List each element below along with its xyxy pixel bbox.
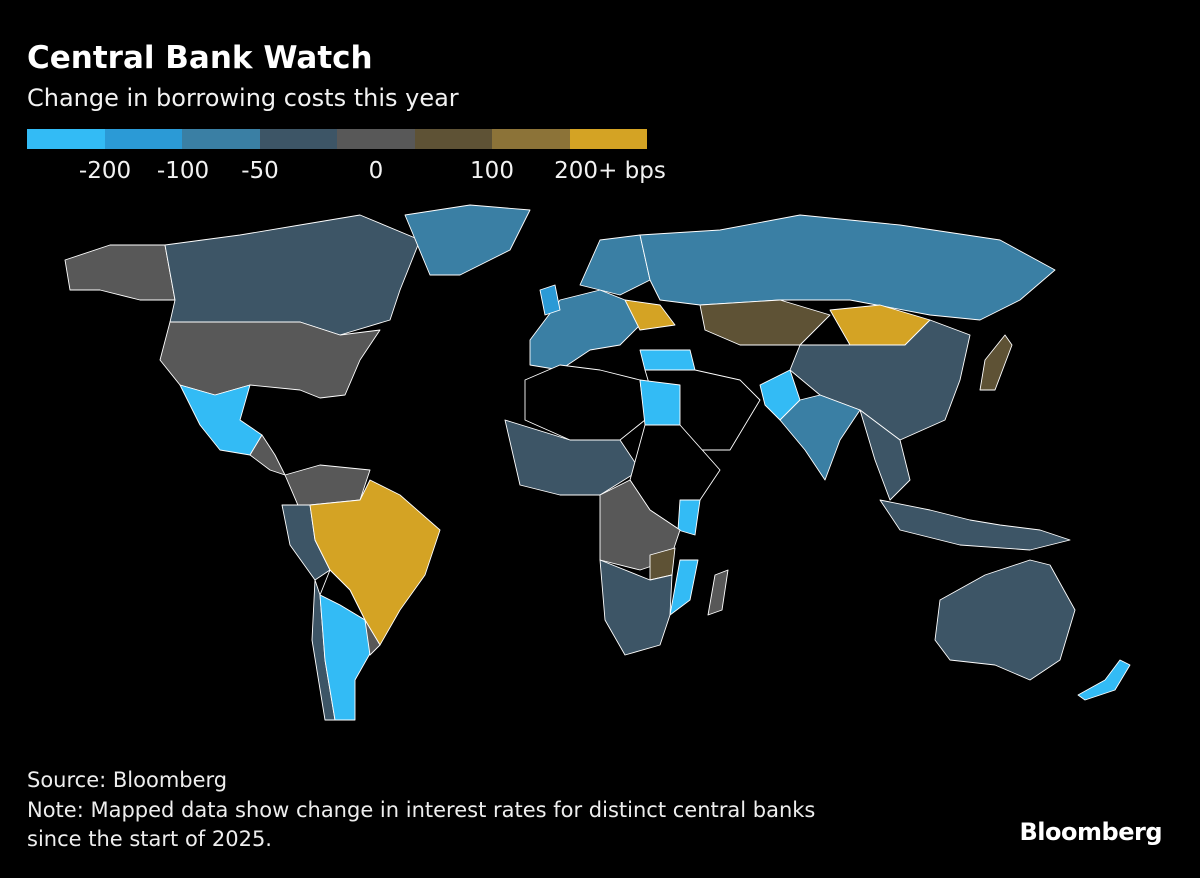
region-egypt bbox=[639, 379, 681, 426]
region-china bbox=[789, 319, 971, 441]
legend-swatch-6 bbox=[414, 129, 492, 149]
legend-swatch-1 bbox=[27, 129, 105, 149]
color-legend bbox=[27, 129, 647, 149]
region-russia bbox=[639, 214, 1056, 321]
bloomberg-logo: Bloomberg bbox=[1019, 818, 1163, 846]
region-indonesia bbox=[879, 499, 1071, 551]
source-note: Source: Bloomberg bbox=[27, 768, 228, 792]
legend-label: -100 bbox=[156, 158, 210, 184]
footnote-line-2: since the start of 2025. bbox=[27, 827, 272, 851]
footnote-line-1: Note: Mapped data show change in interes… bbox=[27, 798, 816, 822]
legend-swatch-4 bbox=[259, 129, 337, 149]
region-madagascar bbox=[707, 569, 729, 616]
chart-subtitle: Change in borrowing costs this year bbox=[27, 84, 459, 112]
region-greenland bbox=[404, 204, 531, 276]
region-alaska bbox=[64, 244, 176, 301]
world-map bbox=[64, 204, 1131, 721]
region-west-africa bbox=[504, 419, 641, 496]
region-japan bbox=[979, 334, 1013, 391]
legend-label: -50 bbox=[241, 158, 279, 184]
region-kazakhstan bbox=[699, 299, 831, 346]
region-central-america bbox=[249, 434, 286, 476]
region-uk bbox=[539, 284, 561, 316]
legend-swatch-5 bbox=[337, 129, 415, 149]
region-uruguay bbox=[364, 619, 381, 656]
region-usa bbox=[159, 321, 381, 399]
legend-label: 0 bbox=[368, 158, 384, 184]
region-mozambique bbox=[669, 559, 699, 616]
region-southern-africa bbox=[599, 559, 673, 656]
region-new-zealand bbox=[1077, 659, 1131, 701]
region-turkey bbox=[639, 349, 696, 371]
region-scandinavia bbox=[579, 234, 651, 296]
legend-swatch-7 bbox=[492, 129, 570, 149]
region-canada bbox=[164, 214, 421, 336]
region-kenya bbox=[677, 499, 701, 536]
chart-title: Central Bank Watch bbox=[27, 40, 373, 76]
region-argentina bbox=[319, 594, 373, 721]
legend-label: 200+ bps bbox=[554, 158, 666, 184]
legend-label: -200 bbox=[78, 158, 132, 184]
region-australia bbox=[934, 559, 1076, 681]
legend-label: 100 bbox=[470, 158, 514, 184]
legend-swatch-2 bbox=[104, 129, 182, 149]
region-india bbox=[779, 394, 861, 481]
region-mexico bbox=[179, 384, 263, 456]
region-ukraine bbox=[624, 299, 676, 331]
region-central-africa bbox=[599, 479, 681, 571]
legend-swatch-3 bbox=[182, 129, 260, 149]
region-southeast-asia bbox=[859, 409, 911, 501]
legend-swatch-8 bbox=[569, 129, 647, 149]
region-north-africa bbox=[524, 364, 646, 441]
